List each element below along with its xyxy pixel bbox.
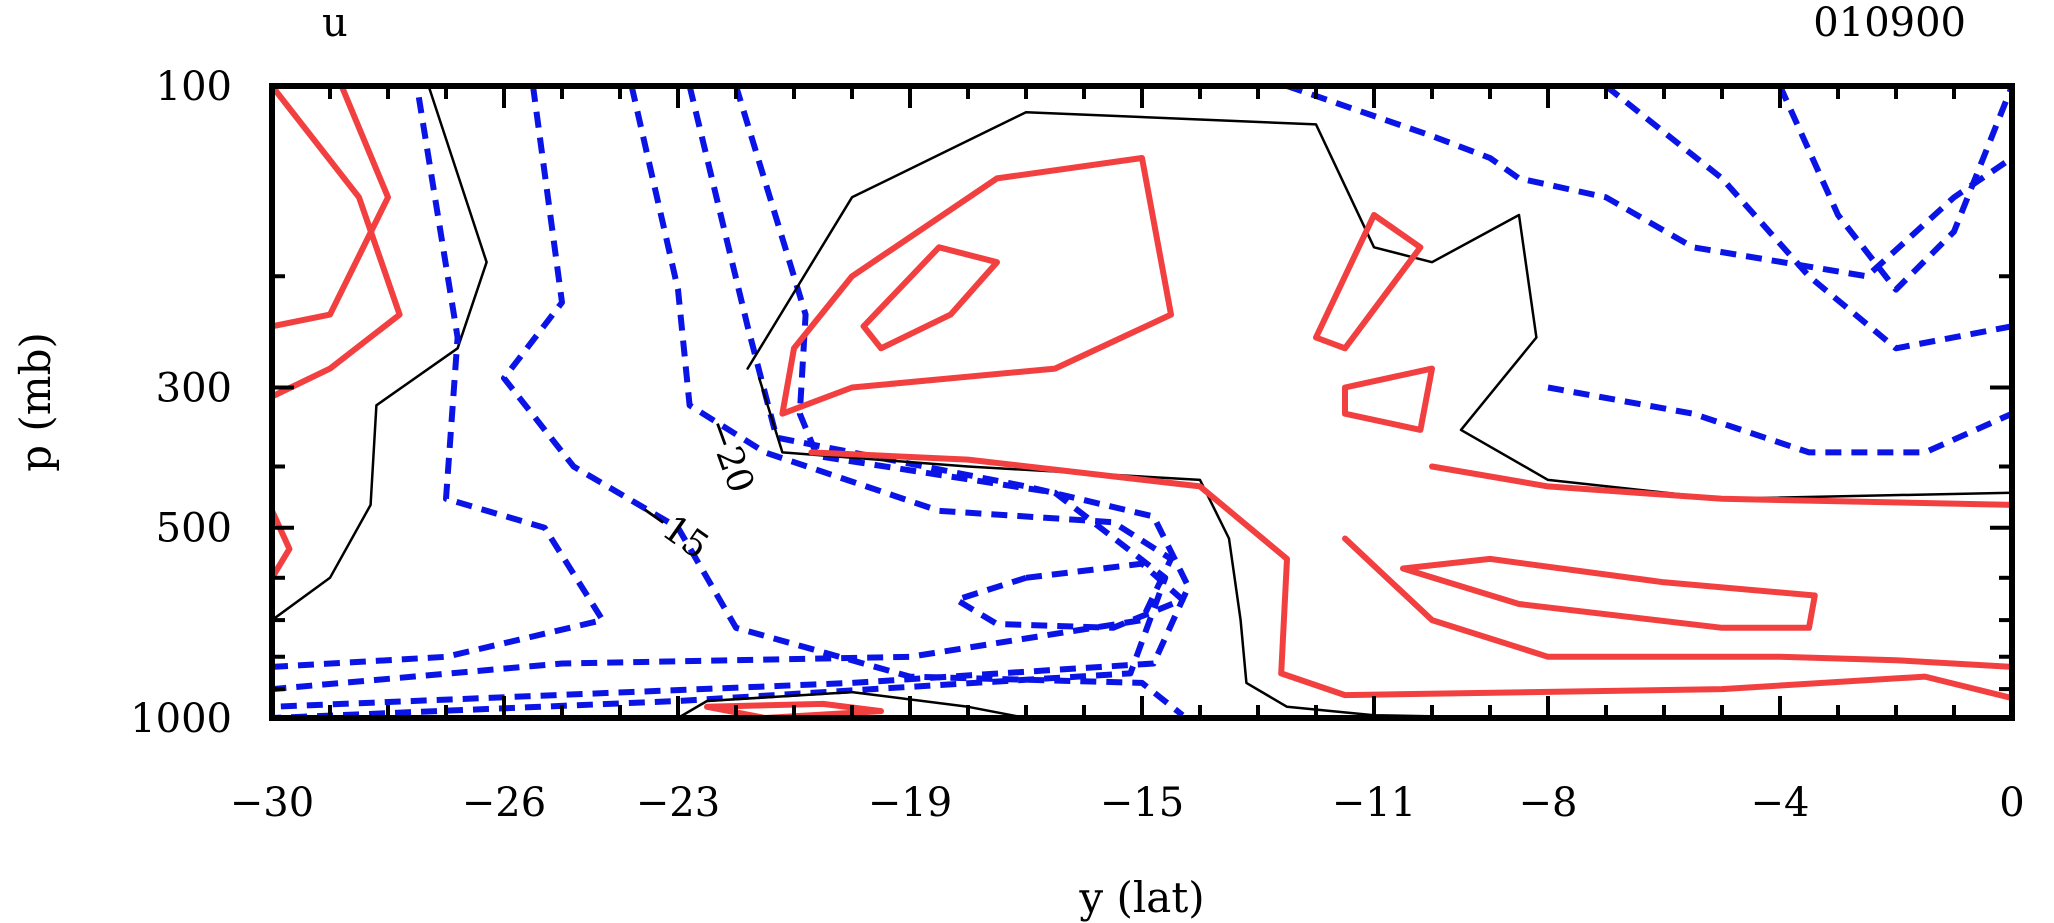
chart-title-right: 010900 xyxy=(1813,0,1966,46)
x-tick-label: −15 xyxy=(1100,780,1184,826)
x-tick-label: 0 xyxy=(1999,780,2024,826)
contour-line-zero-12 xyxy=(746,110,2012,501)
contour-labels: −20−15 xyxy=(630,413,762,568)
x-tick-label: −26 xyxy=(462,780,546,826)
contour-line-pos-14 xyxy=(779,155,1174,417)
contour-line-pos-11 xyxy=(704,700,884,718)
contour-line-pos-20 xyxy=(1400,555,1818,631)
contour-line-pos-2 xyxy=(272,86,391,330)
y-tick-label: 100 xyxy=(156,64,232,110)
chart-title-left: u xyxy=(322,0,348,46)
contour-line-neg-22 xyxy=(1286,86,2012,280)
contour-line-neg-9 xyxy=(953,560,1186,631)
contour-line-neg-5 xyxy=(272,86,606,670)
plot-frame xyxy=(269,83,2015,721)
x-tick-label: −30 xyxy=(230,780,314,826)
contour-line-pos-1 xyxy=(272,86,403,400)
contour-label-0: −20 xyxy=(697,413,762,498)
contour-line-zero-10 xyxy=(676,690,1028,718)
contour-line-neg-25 xyxy=(1547,384,2012,456)
contour-line-neg-7 xyxy=(272,86,1192,710)
contour-line-pos-21 xyxy=(1342,365,1435,433)
x-tick-label: −19 xyxy=(868,780,952,826)
contour-lines xyxy=(272,86,2012,718)
contour-line-neg-24 xyxy=(1777,86,2012,293)
contour-line-pos-3 xyxy=(272,507,293,581)
y-tick-label: 500 xyxy=(156,506,232,552)
tick-labels: −30 −26 −23 −19 −15 −11 −8 −4 0 100 300 500 1000 xyxy=(130,64,2025,826)
contour-line-pos-17 xyxy=(1313,212,1424,352)
contour-line-zero-0 xyxy=(272,86,488,622)
x-axis-label: y (lat) xyxy=(1078,873,1204,922)
x-tick-label: −23 xyxy=(636,780,720,826)
contour-line-neg-4 xyxy=(501,86,1185,718)
contour-line-neg-23 xyxy=(1604,86,2012,352)
contour-line-neg-8 xyxy=(272,86,1169,718)
y-tick-label: 1000 xyxy=(130,696,232,742)
axis-ticks xyxy=(270,84,2014,720)
x-tick-label: −11 xyxy=(1332,780,1416,826)
x-tick-label: −4 xyxy=(1751,780,1810,826)
x-tick-label: −8 xyxy=(1519,780,1578,826)
contour-line-pos-16 xyxy=(808,449,2012,702)
contour-label-1: −15 xyxy=(630,491,716,568)
contour-line-zero-13 xyxy=(757,376,1521,718)
contour-line-pos-19 xyxy=(1342,535,2012,670)
y-axis-label: p (mb) xyxy=(11,332,60,472)
y-tick-label: 300 xyxy=(156,366,232,412)
contour-line-pos-15 xyxy=(860,244,1000,352)
contour-line-pos-18 xyxy=(1429,463,2012,508)
contour-line-neg-6 xyxy=(272,86,1174,693)
